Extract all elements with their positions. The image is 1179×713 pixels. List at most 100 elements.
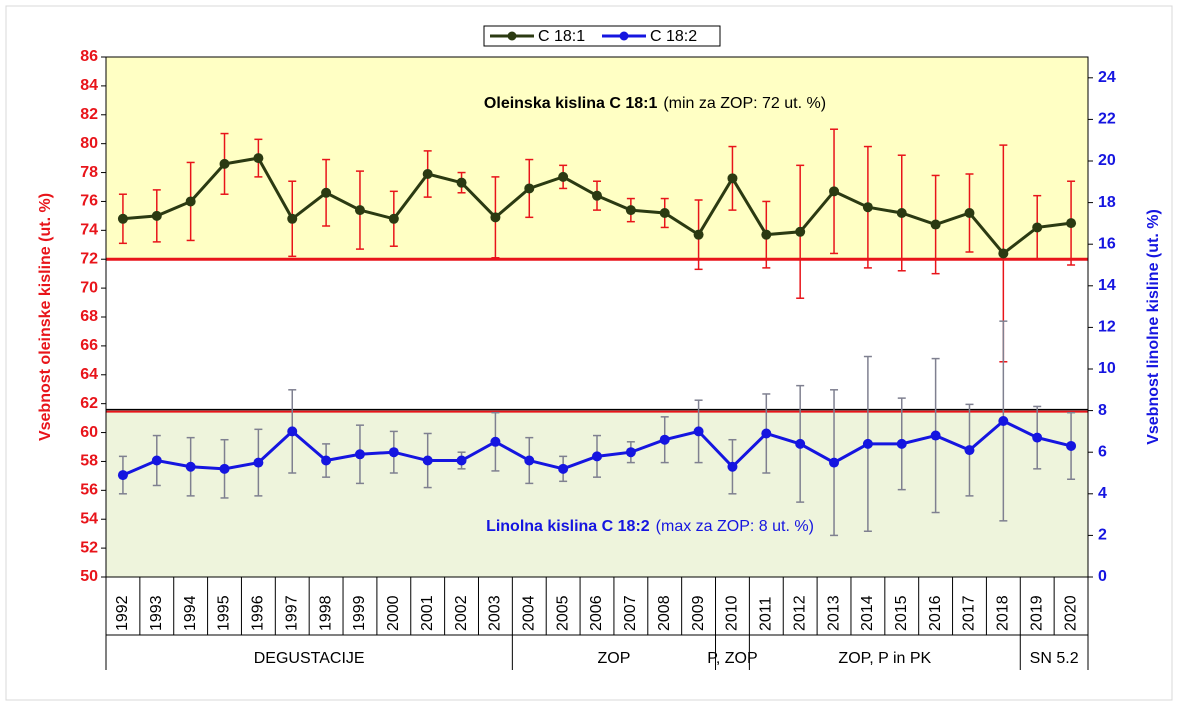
y2-tick-label: 4 [1098,485,1107,502]
x-tick-label: 2010 [724,595,741,631]
y2-tick-label: 18 [1098,194,1116,211]
series-point [998,416,1009,426]
series-point [354,449,365,460]
x-tick-label: 2003 [487,595,504,631]
series-point [151,455,162,466]
y-tick-label: 86 [80,48,98,65]
plot-border [105,56,1089,578]
y-tick-label: 82 [80,106,98,123]
y-tick-label: 74 [80,222,98,239]
x-tick-label: 2011 [758,596,775,631]
annotation-bold: Oleinska kislina C 18:1 [484,95,658,112]
annotation: Oleinska kislina C 18:1 (min za ZOP: 72 u… [484,95,826,112]
y2-tick-label: 14 [1098,277,1116,294]
series-point [964,208,975,218]
series-point [253,153,264,164]
x-tick-label: 1995 [216,595,233,631]
series-point [185,461,196,472]
x-tick-label: 2014 [859,595,876,631]
y-tick-label: 56 [80,482,98,499]
x-tick-label: 2018 [995,595,1012,631]
series-point [253,457,264,468]
x-tick-label: 2009 [690,595,707,631]
series-point [625,447,636,458]
x-tick-label: 2001 [419,595,436,631]
series-point [490,436,501,447]
series-point [524,183,535,194]
y-tick-label: 80 [80,135,98,152]
threshold-band [106,57,1088,260]
y2-tick-label: 20 [1098,152,1116,169]
series-point [422,455,433,466]
x-tick-label: 2016 [927,595,944,631]
annotation-bold: Linolna kislina C 18:2 [486,518,650,535]
y-tick-label: 54 [80,510,98,527]
series-point [795,226,806,237]
y2-tick-label: 0 [1098,568,1107,585]
y2-tick-label: 12 [1098,319,1116,336]
x-tick-label: 1998 [317,595,334,631]
y-tick-label: 78 [80,164,98,181]
y-tick-label: 66 [80,337,98,354]
series-point [321,187,332,198]
x-tick-label: 1994 [182,595,199,631]
series-point [998,248,1009,259]
x-tick-label: 1997 [283,595,300,631]
series-point [422,169,433,179]
series-point [727,173,738,184]
x-tick-label: 2002 [453,595,470,631]
annotation: Linolna kislina C 18:2 (max za ZOP: 8 ut.… [486,518,814,535]
series-point [287,426,298,437]
group-label: ZOP, P in PK [838,650,931,667]
y2-tick-label: 24 [1098,69,1116,86]
x-tick-label: 2000 [385,595,402,631]
series-point [829,186,840,197]
y2-axis-label: Vsebnost linolne kisline (ut. %) [1145,209,1162,445]
legend-label: C 18:1 [538,28,585,45]
y2-tick-label: 16 [1098,235,1116,252]
series-point [117,470,128,481]
y-tick-label: 72 [80,250,98,267]
x-tick-label: 2019 [1028,595,1045,631]
series-point [456,455,467,466]
series-point [1066,440,1077,451]
y2-tick-label: 2 [1098,527,1107,544]
y-tick-label: 68 [80,308,98,325]
x-tick-label: 1999 [351,595,368,631]
series-point [117,213,128,224]
x-tick-label: 2005 [554,595,571,631]
series-point [490,212,501,223]
x-tick-label: 2007 [622,595,639,631]
series-point [659,208,670,218]
x-tick-label: 2015 [893,595,910,631]
series-point [321,455,332,466]
series-point [219,158,230,169]
series-point [558,463,569,474]
series-point [592,190,602,201]
x-tick-label: 1993 [148,595,165,631]
annotation-text: (max za ZOP: 8 ut. %) [656,518,814,535]
y-tick-label: 76 [80,193,98,210]
series-point [896,438,907,449]
group-label: SN 5.2 [1030,650,1079,667]
series-point [354,205,365,216]
series-point [829,457,840,468]
series-point [1032,222,1043,233]
series-point [592,451,602,462]
series-point [896,208,907,218]
group-label: DEGUSTACIJE [254,650,365,667]
x-tick-label: 1992 [114,595,131,631]
series-point [185,196,196,207]
series-point [456,177,467,188]
series-point [761,229,772,240]
y2-tick-label: 10 [1098,360,1116,377]
series-point [693,426,704,437]
y2-tick-label: 6 [1098,443,1107,460]
series-point [1032,432,1043,443]
annotation-text: (min za ZOP: 72 ut. %) [663,95,826,112]
y-tick-label: 64 [80,366,98,383]
x-tick-label: 2012 [791,595,808,631]
series-point [287,213,298,224]
legend-marker [619,31,629,41]
